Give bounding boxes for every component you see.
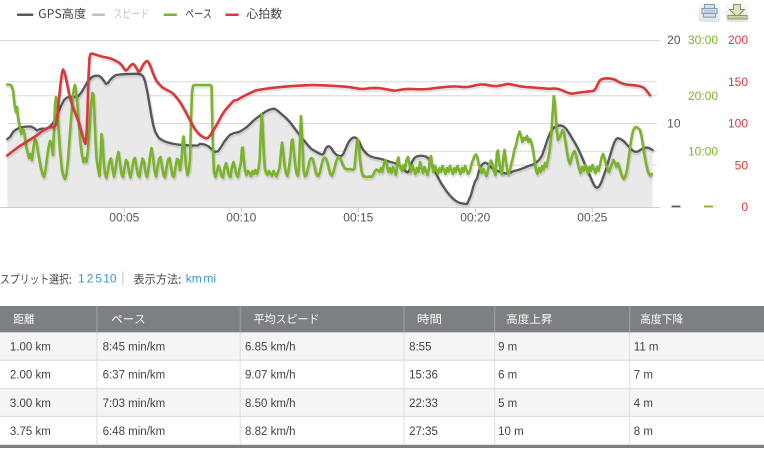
svg-text:mi: mi bbox=[203, 272, 216, 286]
svg-text:9.07 km/h: 9.07 km/h bbox=[245, 370, 296, 382]
svg-text:20:00: 20:00 bbox=[688, 89, 718, 103]
svg-text:6:48 min/km: 6:48 min/km bbox=[103, 426, 166, 438]
svg-text:0: 0 bbox=[741, 200, 748, 214]
svg-text:5: 5 bbox=[95, 272, 102, 286]
svg-text:8 m: 8 m bbox=[634, 426, 653, 438]
svg-text:22:33: 22:33 bbox=[409, 398, 438, 410]
svg-text:8.50 km/h: 8.50 km/h bbox=[245, 398, 296, 410]
svg-text:00:15: 00:15 bbox=[343, 211, 373, 225]
svg-text:20: 20 bbox=[667, 33, 681, 47]
svg-text:8:55: 8:55 bbox=[409, 341, 431, 353]
svg-text:km: km bbox=[186, 272, 202, 286]
svg-text:6.85 km/h: 6.85 km/h bbox=[245, 341, 296, 353]
svg-text:6 m: 6 m bbox=[498, 370, 517, 382]
svg-text:10: 10 bbox=[103, 272, 117, 286]
svg-text:10:00: 10:00 bbox=[688, 145, 718, 159]
svg-text:1.00 km: 1.00 km bbox=[10, 341, 51, 353]
svg-text:00:10: 00:10 bbox=[226, 211, 256, 225]
svg-text:150: 150 bbox=[728, 75, 748, 89]
svg-text:11 m: 11 m bbox=[634, 341, 659, 353]
svg-text:1: 1 bbox=[78, 272, 85, 286]
svg-text:5 m: 5 m bbox=[498, 398, 517, 410]
svg-text:2.00 km: 2.00 km bbox=[10, 370, 51, 382]
svg-text:8:45 min/km: 8:45 min/km bbox=[103, 341, 166, 353]
svg-text:2: 2 bbox=[87, 272, 94, 286]
svg-text:7:03 min/km: 7:03 min/km bbox=[103, 398, 166, 410]
svg-text:6:37 min/km: 6:37 min/km bbox=[103, 370, 166, 382]
svg-text:50: 50 bbox=[735, 158, 749, 172]
svg-text:8.82 km/h: 8.82 km/h bbox=[245, 426, 296, 438]
svg-text:00:25: 00:25 bbox=[577, 211, 607, 225]
svg-text:3.00 km: 3.00 km bbox=[10, 398, 51, 410]
svg-text:15:36: 15:36 bbox=[409, 370, 438, 382]
svg-text:4 m: 4 m bbox=[634, 398, 653, 410]
svg-text:7 m: 7 m bbox=[634, 370, 653, 382]
svg-text:00:05: 00:05 bbox=[109, 211, 139, 225]
svg-text:100: 100 bbox=[728, 117, 748, 131]
svg-text:00:20: 00:20 bbox=[460, 211, 490, 225]
svg-text:10: 10 bbox=[667, 117, 681, 131]
svg-text:30:00: 30:00 bbox=[688, 33, 718, 47]
svg-text:9 m: 9 m bbox=[498, 341, 517, 353]
svg-text:10 m: 10 m bbox=[498, 426, 524, 438]
svg-text:200: 200 bbox=[728, 33, 748, 47]
svg-text:27:35: 27:35 bbox=[409, 426, 438, 438]
svg-text:3.75 km: 3.75 km bbox=[10, 426, 51, 438]
